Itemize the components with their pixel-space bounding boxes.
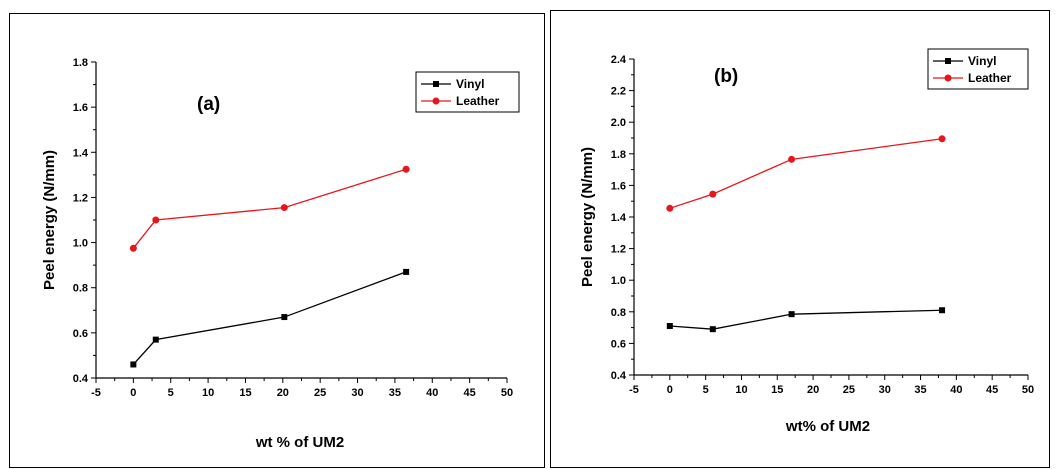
data-point-leather [402, 165, 410, 173]
data-point-leather [709, 190, 717, 198]
x-tick-label: 5 [168, 387, 174, 399]
x-tick-label: 20 [277, 387, 289, 399]
x-tick-label: 30 [351, 387, 363, 399]
data-point-vinyl [939, 307, 946, 314]
x-tick-label: -5 [91, 387, 101, 399]
x-tick-label: 40 [426, 387, 438, 399]
x-tick-label: 25 [843, 384, 855, 396]
y-tick-label: 1.4 [611, 212, 627, 224]
x-tick-label: 40 [950, 384, 962, 396]
y-tick-label: 1.8 [611, 149, 626, 161]
data-point-leather [280, 204, 288, 212]
y-tick-label: 1.6 [611, 180, 626, 192]
x-tick-label: 10 [735, 384, 747, 396]
x-tick-label: 10 [202, 387, 214, 399]
y-tick-label: 1.0 [73, 238, 88, 250]
data-point-vinyl [709, 326, 716, 333]
legend-label-vinyl: Vinyl [968, 54, 996, 68]
series-line-leather [132, 168, 407, 249]
x-tick-label: 0 [130, 387, 136, 399]
chart-panel-a: -5 0 5 10 15 20 25 30 35 40 45 50 0.4 0.6 0.8 1.0 1.2 1.4… [9, 13, 545, 468]
x-tick-label: 15 [239, 387, 251, 399]
legend-label-leather: Leather [968, 71, 1012, 85]
data-point-vinyl [281, 314, 288, 321]
legend-marker-leather [944, 74, 952, 82]
x-axis-title: wt % of UM2 [255, 434, 344, 451]
chart-a-svg: -5 0 5 10 15 20 25 30 35 40 45 50 0.4 0.6 0.8 1.0 1.2 1.4… [41, 57, 520, 451]
x-tick-label: 20 [807, 384, 819, 396]
y-tick-label: 0.8 [611, 307, 626, 319]
legend-box [415, 71, 520, 113]
y-tick-label: 1.8 [73, 57, 88, 69]
y-axis-title: Peel energy (N/mm) [579, 147, 596, 287]
legend-marker-vinyl [945, 58, 951, 64]
legend-label-leather: Leather [456, 94, 500, 108]
chart-b-svg: -5 0 5 10 15 20 25 30 35 40 45 50 0.4 0.6 0.8 1.0 1.2 1.4… [579, 48, 1034, 435]
y-tick-label: 0.4 [611, 370, 627, 382]
data-point-vinyl [788, 311, 795, 318]
x-axis-title: wt% of UM2 [785, 418, 870, 435]
y-tick-label: 1.2 [73, 192, 88, 204]
legend-marker-vinyl [433, 81, 439, 87]
data-point-leather [152, 216, 160, 224]
data-point-leather [129, 244, 137, 252]
x-tick-label: 15 [771, 384, 783, 396]
y-tick-label: 1.2 [611, 244, 626, 256]
y-tick-label: 0.4 [73, 373, 89, 385]
y-tick-label: 1.6 [73, 102, 88, 114]
panel-label: (a) [197, 94, 220, 115]
data-point-vinyl [152, 336, 159, 343]
y-tick-label: 0.8 [73, 283, 88, 295]
y-tick-label: 2.2 [611, 86, 626, 98]
data-point-vinyl [666, 323, 673, 330]
x-tick-label: 0 [667, 384, 673, 396]
chart-panel-b: -5 0 5 10 15 20 25 30 35 40 45 50 0.4 0.6 0.8 1.0 1.2 1.4… [550, 10, 1050, 468]
data-point-leather [666, 204, 674, 212]
x-tick-label: 5 [703, 384, 709, 396]
x-tick-label: 30 [879, 384, 891, 396]
data-point-leather [788, 155, 796, 163]
x-tick-label: 45 [464, 387, 476, 399]
data-point-vinyl [130, 361, 137, 368]
legend-box [927, 48, 1029, 90]
y-tick-label: 0.6 [611, 338, 626, 350]
y-tick-label: 2.4 [611, 54, 627, 66]
series-line-leather [669, 138, 943, 209]
x-tick-label: 45 [986, 384, 998, 396]
x-tick-label: 35 [914, 384, 926, 396]
panel-label: (b) [714, 66, 738, 87]
y-axis-title: Peel energy (N/mm) [41, 150, 58, 290]
legend-label-vinyl: Vinyl [456, 77, 484, 91]
x-tick-label: 50 [501, 387, 513, 399]
y-tick-label: 0.6 [73, 328, 88, 340]
series-line-vinyl [132, 271, 407, 365]
y-tick-label: 1.4 [73, 147, 89, 159]
x-tick-label: -5 [629, 384, 639, 396]
y-tick-label: 1.0 [611, 275, 626, 287]
y-tick-label: 2.0 [611, 117, 626, 129]
legend-marker-leather [432, 97, 440, 105]
x-tick-label: 50 [1022, 384, 1034, 396]
data-point-leather [938, 135, 946, 143]
x-tick-label: 35 [389, 387, 401, 399]
data-point-vinyl [403, 268, 410, 275]
series-line-vinyl [669, 309, 943, 330]
x-tick-label: 25 [314, 387, 326, 399]
